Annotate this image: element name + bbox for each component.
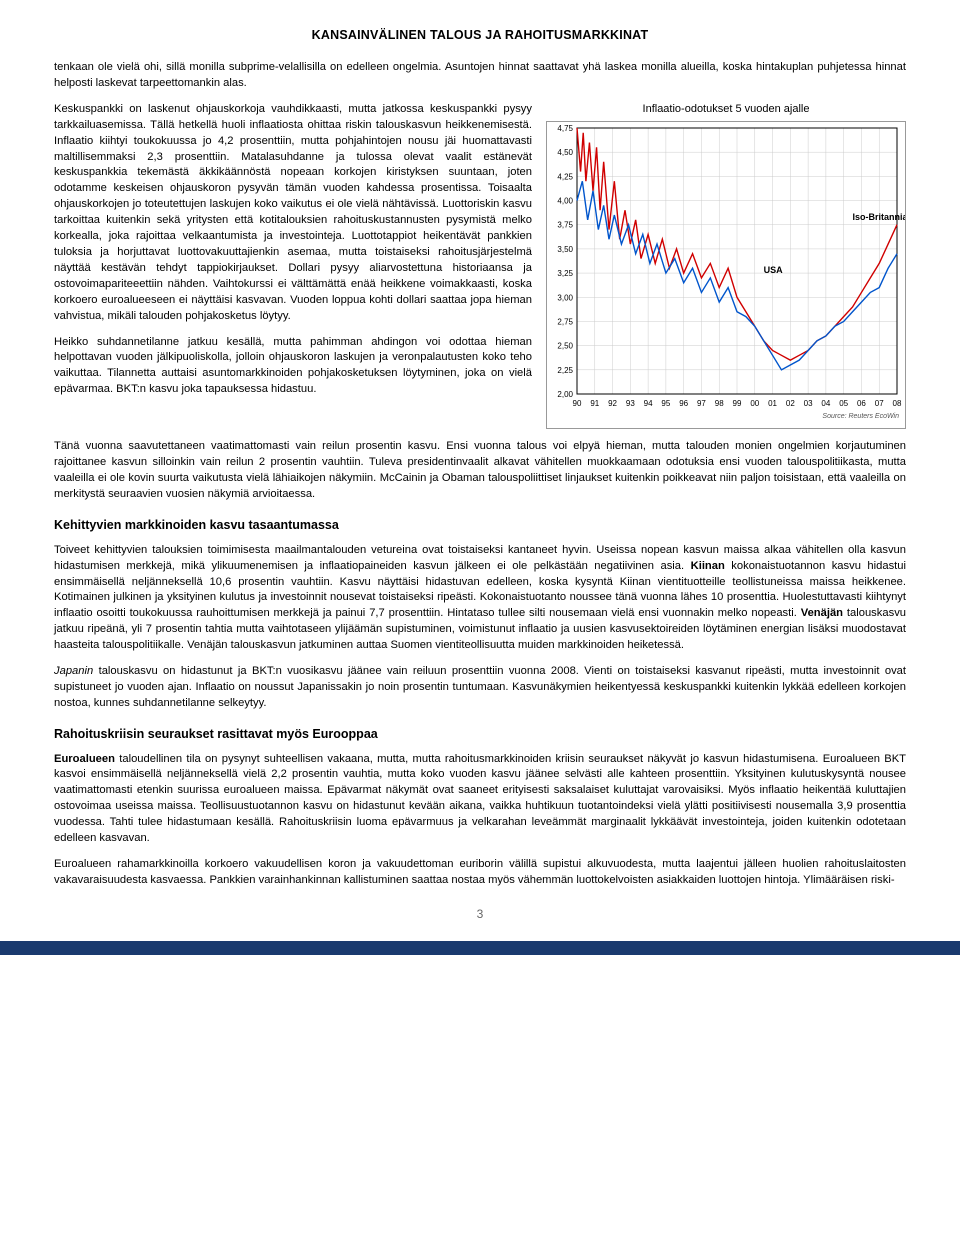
svg-text:93: 93 [626,399,635,408]
paragraph-5: Japanin talouskasvu on hidastunut ja BKT… [54,664,906,712]
paragraph-2: Keskuspankki on laskenut ohjauskorkoja v… [54,102,532,325]
svg-text:3,25: 3,25 [557,270,573,279]
svg-text:95: 95 [661,399,670,408]
svg-text:4,25: 4,25 [557,173,573,182]
svg-text:90: 90 [573,399,582,408]
section-heading-2: Rahoituskriisin seuraukset rasittavat my… [54,726,906,744]
svg-text:2,00: 2,00 [557,390,573,399]
paragraph-4: Toiveet kehittyvien talouksien toimimise… [54,543,906,654]
paragraph-3-part: Heikko suhdannetilanne jatkuu kesällä, m… [54,335,532,399]
svg-text:2,50: 2,50 [557,342,573,351]
svg-text:00: 00 [750,399,759,408]
svg-text:2,75: 2,75 [557,318,573,327]
svg-text:04: 04 [821,399,830,408]
svg-text:96: 96 [679,399,688,408]
svg-text:07: 07 [875,399,884,408]
paragraph-6: Euroalueen taloudellinen tila on pysynyt… [54,752,906,847]
svg-text:99: 99 [733,399,742,408]
svg-text:USA: USA [764,266,784,276]
svg-text:3,75: 3,75 [557,221,573,230]
svg-text:Iso-Britannia: Iso-Britannia [853,212,905,222]
svg-text:05: 05 [839,399,848,408]
svg-text:01: 01 [768,399,777,408]
svg-text:02: 02 [786,399,795,408]
svg-text:94: 94 [644,399,653,408]
svg-text:4,00: 4,00 [557,197,573,206]
svg-text:08: 08 [893,399,902,408]
svg-text:03: 03 [804,399,813,408]
paragraph-7: Euroalueen rahamarkkinoilla korkoero vak… [54,857,906,889]
svg-text:3,00: 3,00 [557,294,573,303]
page-title: KANSAINVÄLINEN TALOUS JA RAHOITUSMARKKIN… [54,28,906,42]
paragraph-1: tenkaan ole vielä ohi, sillä monilla sub… [54,60,906,92]
svg-text:3,50: 3,50 [557,245,573,254]
svg-text:91: 91 [590,399,599,408]
svg-text:92: 92 [608,399,617,408]
svg-text:98: 98 [715,399,724,408]
paragraph-3-rest: Tänä vuonna saavutettaneen vaatimattomas… [54,439,906,503]
svg-text:06: 06 [857,399,866,408]
section-heading-1: Kehittyvien markkinoiden kasvu tasaantum… [54,517,906,535]
svg-text:Source: Reuters EcoWin: Source: Reuters EcoWin [822,413,899,420]
footer-bar [0,941,960,955]
chart-title: Inflaatio-odotukset 5 vuoden ajalle [546,102,906,118]
svg-text:97: 97 [697,399,706,408]
page-number: 3 [54,907,906,921]
svg-text:4,50: 4,50 [557,149,573,158]
svg-text:2,25: 2,25 [557,366,573,375]
svg-text:4,75: 4,75 [557,124,573,133]
inflation-chart: 4,75 4,50 4,25 4,00 3,75 3,50 3,25 3,00 2,75 2,50… [546,121,906,429]
